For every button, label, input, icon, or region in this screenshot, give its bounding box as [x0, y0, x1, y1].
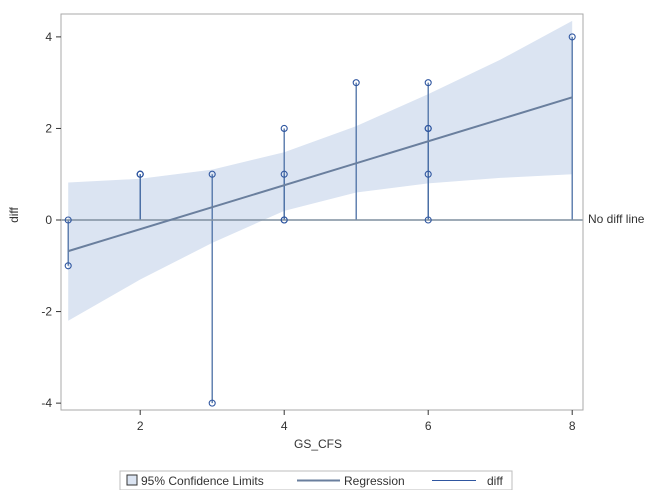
confidence-band	[68, 21, 572, 321]
x-tick-label: 2	[137, 419, 144, 433]
legend-band-label: 95% Confidence Limits	[141, 474, 264, 488]
legend: 95% Confidence Limits Regression diff	[120, 471, 512, 490]
y-axis-title: diff	[7, 206, 21, 222]
x-tick-label: 6	[425, 419, 432, 433]
x-axis-title: GS_CFS	[294, 437, 342, 451]
x-tick-label: 8	[569, 419, 576, 433]
y-tick-label: -2	[41, 305, 52, 319]
y-tick-label: 4	[45, 30, 52, 44]
legend-regression-label: Regression	[344, 474, 405, 488]
legend-band-swatch	[127, 475, 137, 485]
legend-diff-label: diff	[487, 474, 503, 488]
reference-line-label: No diff line	[588, 212, 645, 226]
x-tick-label: 4	[281, 419, 288, 433]
y-tick-label: 0	[45, 213, 52, 227]
y-tick-label: -4	[41, 396, 52, 410]
plot-area: 2 4 6 8 -4 -2 0 2 4	[41, 14, 583, 433]
y-tick-label: 2	[45, 121, 52, 135]
